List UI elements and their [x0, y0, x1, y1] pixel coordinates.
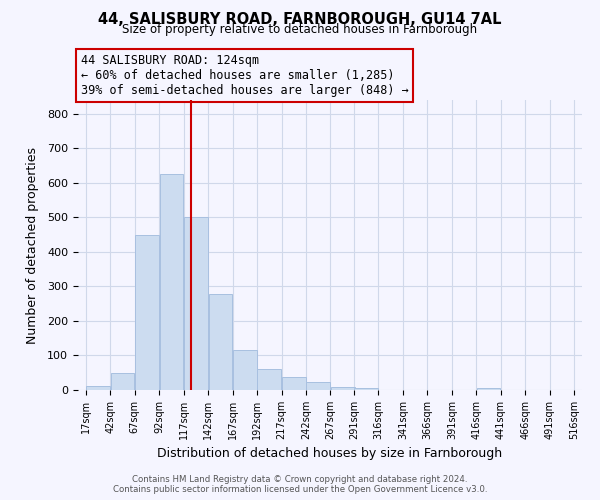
- X-axis label: Distribution of detached houses by size in Farnborough: Distribution of detached houses by size …: [157, 448, 503, 460]
- Text: Contains HM Land Registry data © Crown copyright and database right 2024.: Contains HM Land Registry data © Crown c…: [132, 475, 468, 484]
- Bar: [476, 388, 500, 390]
- Text: 44, SALISBURY ROAD, FARNBOROUGH, GU14 7AL: 44, SALISBURY ROAD, FARNBOROUGH, GU14 7A…: [98, 12, 502, 28]
- Bar: [86, 386, 110, 390]
- Bar: [209, 294, 232, 390]
- Y-axis label: Number of detached properties: Number of detached properties: [26, 146, 39, 344]
- Bar: [282, 377, 305, 390]
- Text: 44 SALISBURY ROAD: 124sqm
← 60% of detached houses are smaller (1,285)
39% of se: 44 SALISBURY ROAD: 124sqm ← 60% of detac…: [80, 54, 408, 97]
- Bar: [355, 388, 378, 390]
- Bar: [110, 372, 134, 390]
- Bar: [257, 370, 281, 390]
- Bar: [160, 174, 184, 390]
- Bar: [135, 234, 159, 390]
- Text: Contains public sector information licensed under the Open Government Licence v3: Contains public sector information licen…: [113, 485, 487, 494]
- Text: Size of property relative to detached houses in Farnborough: Size of property relative to detached ho…: [122, 22, 478, 36]
- Bar: [233, 350, 257, 390]
- Bar: [184, 218, 208, 390]
- Bar: [307, 382, 330, 390]
- Bar: [331, 387, 355, 390]
